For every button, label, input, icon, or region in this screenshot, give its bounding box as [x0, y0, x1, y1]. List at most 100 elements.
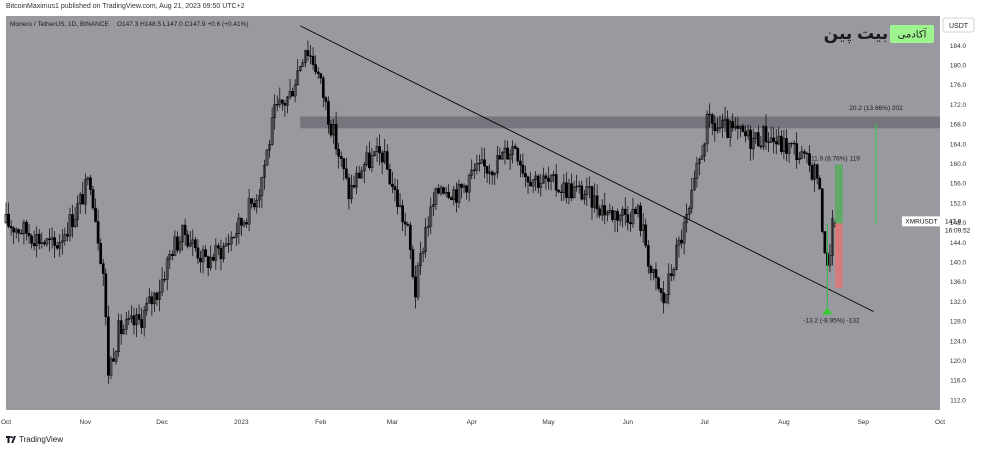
candle-body	[150, 296, 154, 305]
candle-body	[570, 183, 573, 199]
candle-body	[4, 213, 8, 224]
candle-body	[91, 189, 95, 209]
candle-body	[168, 254, 172, 260]
candle-body	[270, 117, 274, 145]
y-tick-label: 116.0	[950, 378, 966, 385]
candle-body	[779, 135, 783, 152]
candle-body	[35, 233, 39, 247]
candle-body	[805, 152, 809, 155]
x-tick-label: May	[542, 419, 555, 426]
candle-body	[37, 233, 41, 244]
candle-body	[769, 137, 773, 143]
candle-body	[217, 245, 220, 249]
candle-body	[687, 207, 691, 215]
candle-body	[490, 171, 494, 176]
candle-body	[498, 155, 502, 160]
candle-body	[677, 239, 681, 246]
candle-body	[646, 245, 650, 267]
y-tick-label: 140.0	[950, 259, 967, 266]
candle-body	[767, 141, 770, 143]
candle-body	[644, 224, 648, 246]
candle-body	[201, 249, 205, 263]
candle-body	[229, 237, 233, 245]
candle-body	[321, 77, 325, 98]
candle-body	[467, 174, 471, 193]
candle-body	[782, 138, 786, 152]
candle-body	[375, 146, 379, 152]
currency-badge[interactable]: USDT	[942, 17, 975, 33]
candle-body	[815, 164, 819, 179]
annotation-labels: 20.2 (13.66%) 202 11.9 (8.76%) 119 -13.2…	[803, 105, 903, 325]
candle-body	[710, 114, 714, 124]
candle-body	[792, 142, 796, 145]
candle-body	[444, 192, 448, 194]
candle-body	[114, 351, 118, 362]
chart-svg[interactable]: 112.0 116.0 120.0 124.0 128.0 132.0 136.0 140.0…	[0, 16, 984, 432]
candle-body	[800, 151, 804, 159]
candle-body	[705, 113, 709, 145]
candle-body	[518, 160, 522, 166]
candle-body	[759, 145, 763, 148]
candle-body	[293, 84, 297, 97]
candle-body	[475, 163, 479, 171]
candle-body	[181, 224, 184, 243]
candle-body	[211, 256, 215, 261]
last-price-tag: XMRUSDT 147.9 16:09:52	[902, 216, 971, 234]
candle-body	[86, 177, 90, 180]
candle-body	[652, 269, 655, 274]
x-tick-label: Aug	[778, 419, 790, 426]
candle-body	[227, 243, 230, 245]
footer-brand[interactable]: TradingView	[6, 435, 63, 444]
candle-body	[350, 185, 353, 200]
x-tick-label: Jul	[700, 419, 709, 426]
candle-body	[342, 158, 346, 170]
candle-body	[823, 231, 827, 253]
candle-body	[122, 328, 126, 335]
y-tick-label: 156.0	[950, 181, 967, 188]
y-tick-label: 148.0	[950, 220, 967, 227]
candle-body	[733, 125, 737, 129]
candle-body	[493, 172, 497, 176]
candle-body	[127, 318, 131, 321]
candle-body	[495, 155, 499, 174]
footer-brand-label: TradingView	[19, 435, 64, 444]
candle-body	[654, 269, 658, 278]
candle-body	[565, 182, 568, 198]
candle-body	[362, 164, 366, 172]
y-tick-label: 180.0	[950, 62, 967, 69]
candle-body	[639, 205, 642, 231]
candle-body	[183, 224, 187, 236]
up-arrow-icon	[822, 307, 833, 315]
candle-body	[204, 249, 207, 257]
candle-body	[311, 55, 315, 65]
candle-body	[426, 225, 430, 228]
candle-body	[291, 91, 294, 97]
y-tick-label: 132.0	[950, 299, 967, 306]
watermark-badge	[890, 25, 934, 43]
price-tag-value: 147.9	[945, 218, 962, 225]
lower-target-label: -13.2 (-8.95%) -132	[803, 317, 860, 324]
candle-body	[774, 141, 778, 145]
candle-body	[600, 205, 604, 216]
candle-body	[462, 185, 466, 188]
candle-body	[813, 164, 816, 180]
candle-body	[455, 189, 458, 203]
x-tick-label: Mar	[387, 419, 399, 426]
candle-body	[603, 205, 607, 216]
candle-body	[163, 278, 167, 281]
candle-body	[680, 239, 683, 244]
candle-body	[273, 104, 277, 118]
candle-body	[552, 174, 555, 176]
candle-body	[580, 185, 584, 200]
candle-body	[739, 125, 742, 129]
candle-body	[283, 102, 287, 106]
candle-body	[25, 221, 28, 234]
candle-body	[703, 143, 706, 157]
candle-body	[626, 214, 630, 223]
x-tick-label: Feb	[315, 419, 327, 426]
candle-body	[695, 163, 699, 179]
candle-body	[480, 159, 484, 164]
currency-badge-label: USDT	[949, 23, 969, 30]
candle-body	[66, 234, 69, 237]
candle-body	[662, 292, 665, 304]
